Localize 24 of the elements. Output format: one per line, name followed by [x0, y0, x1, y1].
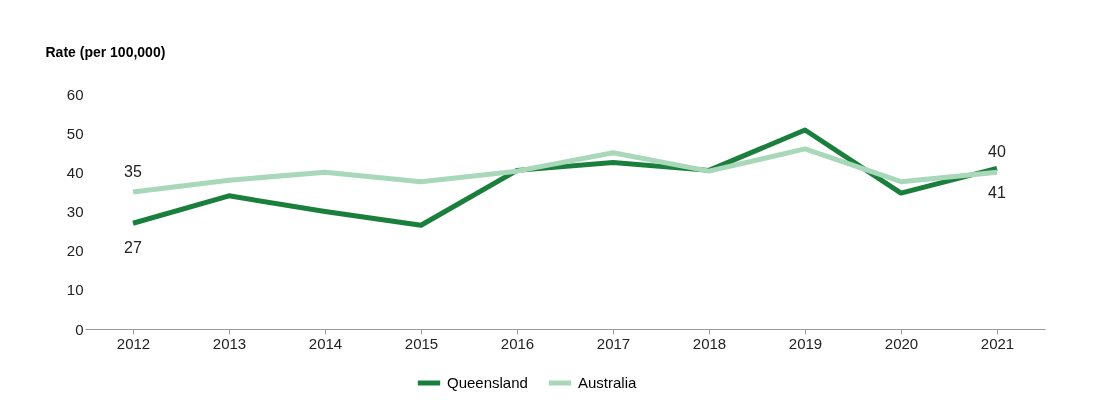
x-tick-label: 2019	[788, 334, 823, 352]
x-tick-label: 2021	[980, 334, 1015, 352]
x-tick-label: 2012	[116, 334, 151, 352]
y-axis-title: Rate (per 100,000)	[45, 43, 166, 60]
data-label: 40	[988, 143, 1006, 161]
y-tick-label: 30	[66, 203, 84, 220]
data-label: 35	[124, 162, 142, 180]
y-tick-label: 10	[66, 281, 84, 299]
data-label: 27	[124, 239, 142, 257]
x-tick-label: 2017	[596, 334, 631, 352]
y-tick-label: 20	[66, 242, 84, 260]
x-tick-label: 2014	[308, 334, 343, 352]
legend-label: Queensland	[447, 374, 528, 391]
x-tick-label: 2018	[692, 334, 727, 352]
x-tick-label: 2016	[500, 334, 535, 352]
y-tick-label: 40	[66, 163, 84, 181]
x-tick-label: 2015	[404, 334, 439, 352]
legend-label: Australia	[578, 374, 638, 391]
x-tick-label: 2013	[212, 334, 247, 352]
data-label: 41	[988, 184, 1006, 202]
y-tick-label: 0	[75, 320, 84, 338]
y-tick-label: 60	[66, 85, 84, 103]
x-tick-label: 2020	[884, 334, 919, 352]
y-tick-label: 50	[66, 124, 84, 142]
